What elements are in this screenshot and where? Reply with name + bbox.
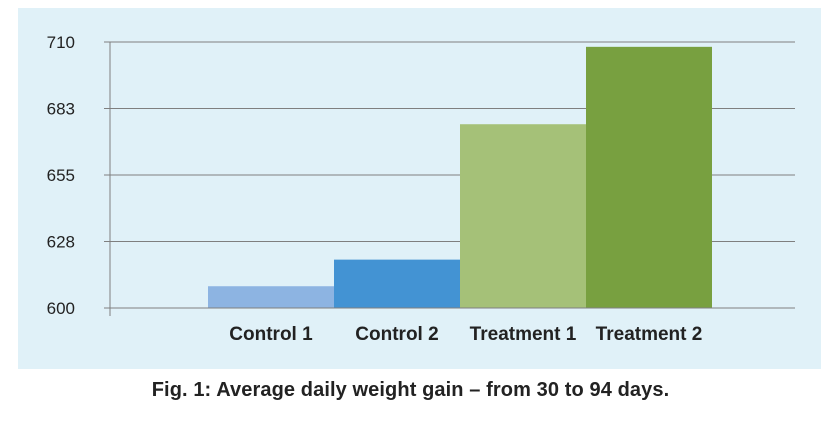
y-tick-label-628: 628 bbox=[47, 233, 75, 252]
y-tick-label-710: 710 bbox=[47, 33, 75, 52]
bars bbox=[208, 46, 712, 308]
bar-control-1 bbox=[208, 286, 334, 308]
bar-control-2 bbox=[334, 259, 460, 308]
y-tick-labels: 600 628 655 683 710 bbox=[47, 33, 75, 318]
category-label-treatment-1: Treatment 1 bbox=[470, 324, 577, 345]
axes bbox=[104, 42, 795, 316]
y-tick-label-683: 683 bbox=[47, 100, 75, 119]
y-tick-label-655: 655 bbox=[47, 166, 75, 185]
figure-caption: Fig. 1: Average daily weight gain – from… bbox=[151, 379, 670, 401]
bar-treatment-2 bbox=[586, 46, 712, 308]
category-labels: Control 1 Control 2 Treatment 1 Treatment 2 bbox=[229, 324, 702, 345]
bar-treatment-1 bbox=[460, 124, 586, 308]
category-label-control-2: Control 2 bbox=[355, 324, 438, 345]
category-label-treatment-2: Treatment 2 bbox=[596, 324, 703, 345]
y-tick-label-600: 600 bbox=[47, 299, 75, 318]
category-label-control-1: Control 1 bbox=[229, 324, 313, 345]
